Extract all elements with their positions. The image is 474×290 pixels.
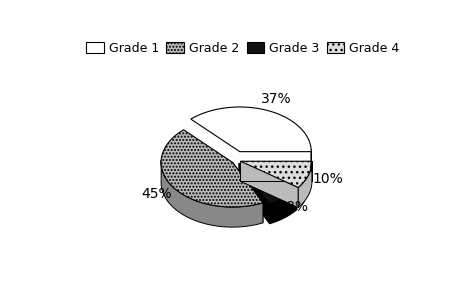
- Polygon shape: [239, 163, 297, 210]
- Polygon shape: [161, 160, 263, 227]
- Polygon shape: [239, 163, 297, 204]
- Polygon shape: [233, 162, 263, 223]
- Legend: Grade 1, Grade 2, Grade 3, Grade 4: Grade 1, Grade 2, Grade 3, Grade 4: [81, 37, 405, 59]
- Polygon shape: [270, 190, 297, 224]
- Polygon shape: [191, 107, 311, 152]
- Polygon shape: [298, 161, 312, 208]
- Polygon shape: [240, 161, 312, 187]
- Polygon shape: [161, 130, 263, 207]
- Text: 10%: 10%: [312, 172, 343, 186]
- Polygon shape: [240, 161, 298, 208]
- Text: 8%: 8%: [286, 200, 309, 214]
- Text: 37%: 37%: [261, 92, 292, 106]
- Polygon shape: [239, 163, 270, 224]
- Text: 45%: 45%: [142, 188, 172, 202]
- Polygon shape: [240, 161, 312, 181]
